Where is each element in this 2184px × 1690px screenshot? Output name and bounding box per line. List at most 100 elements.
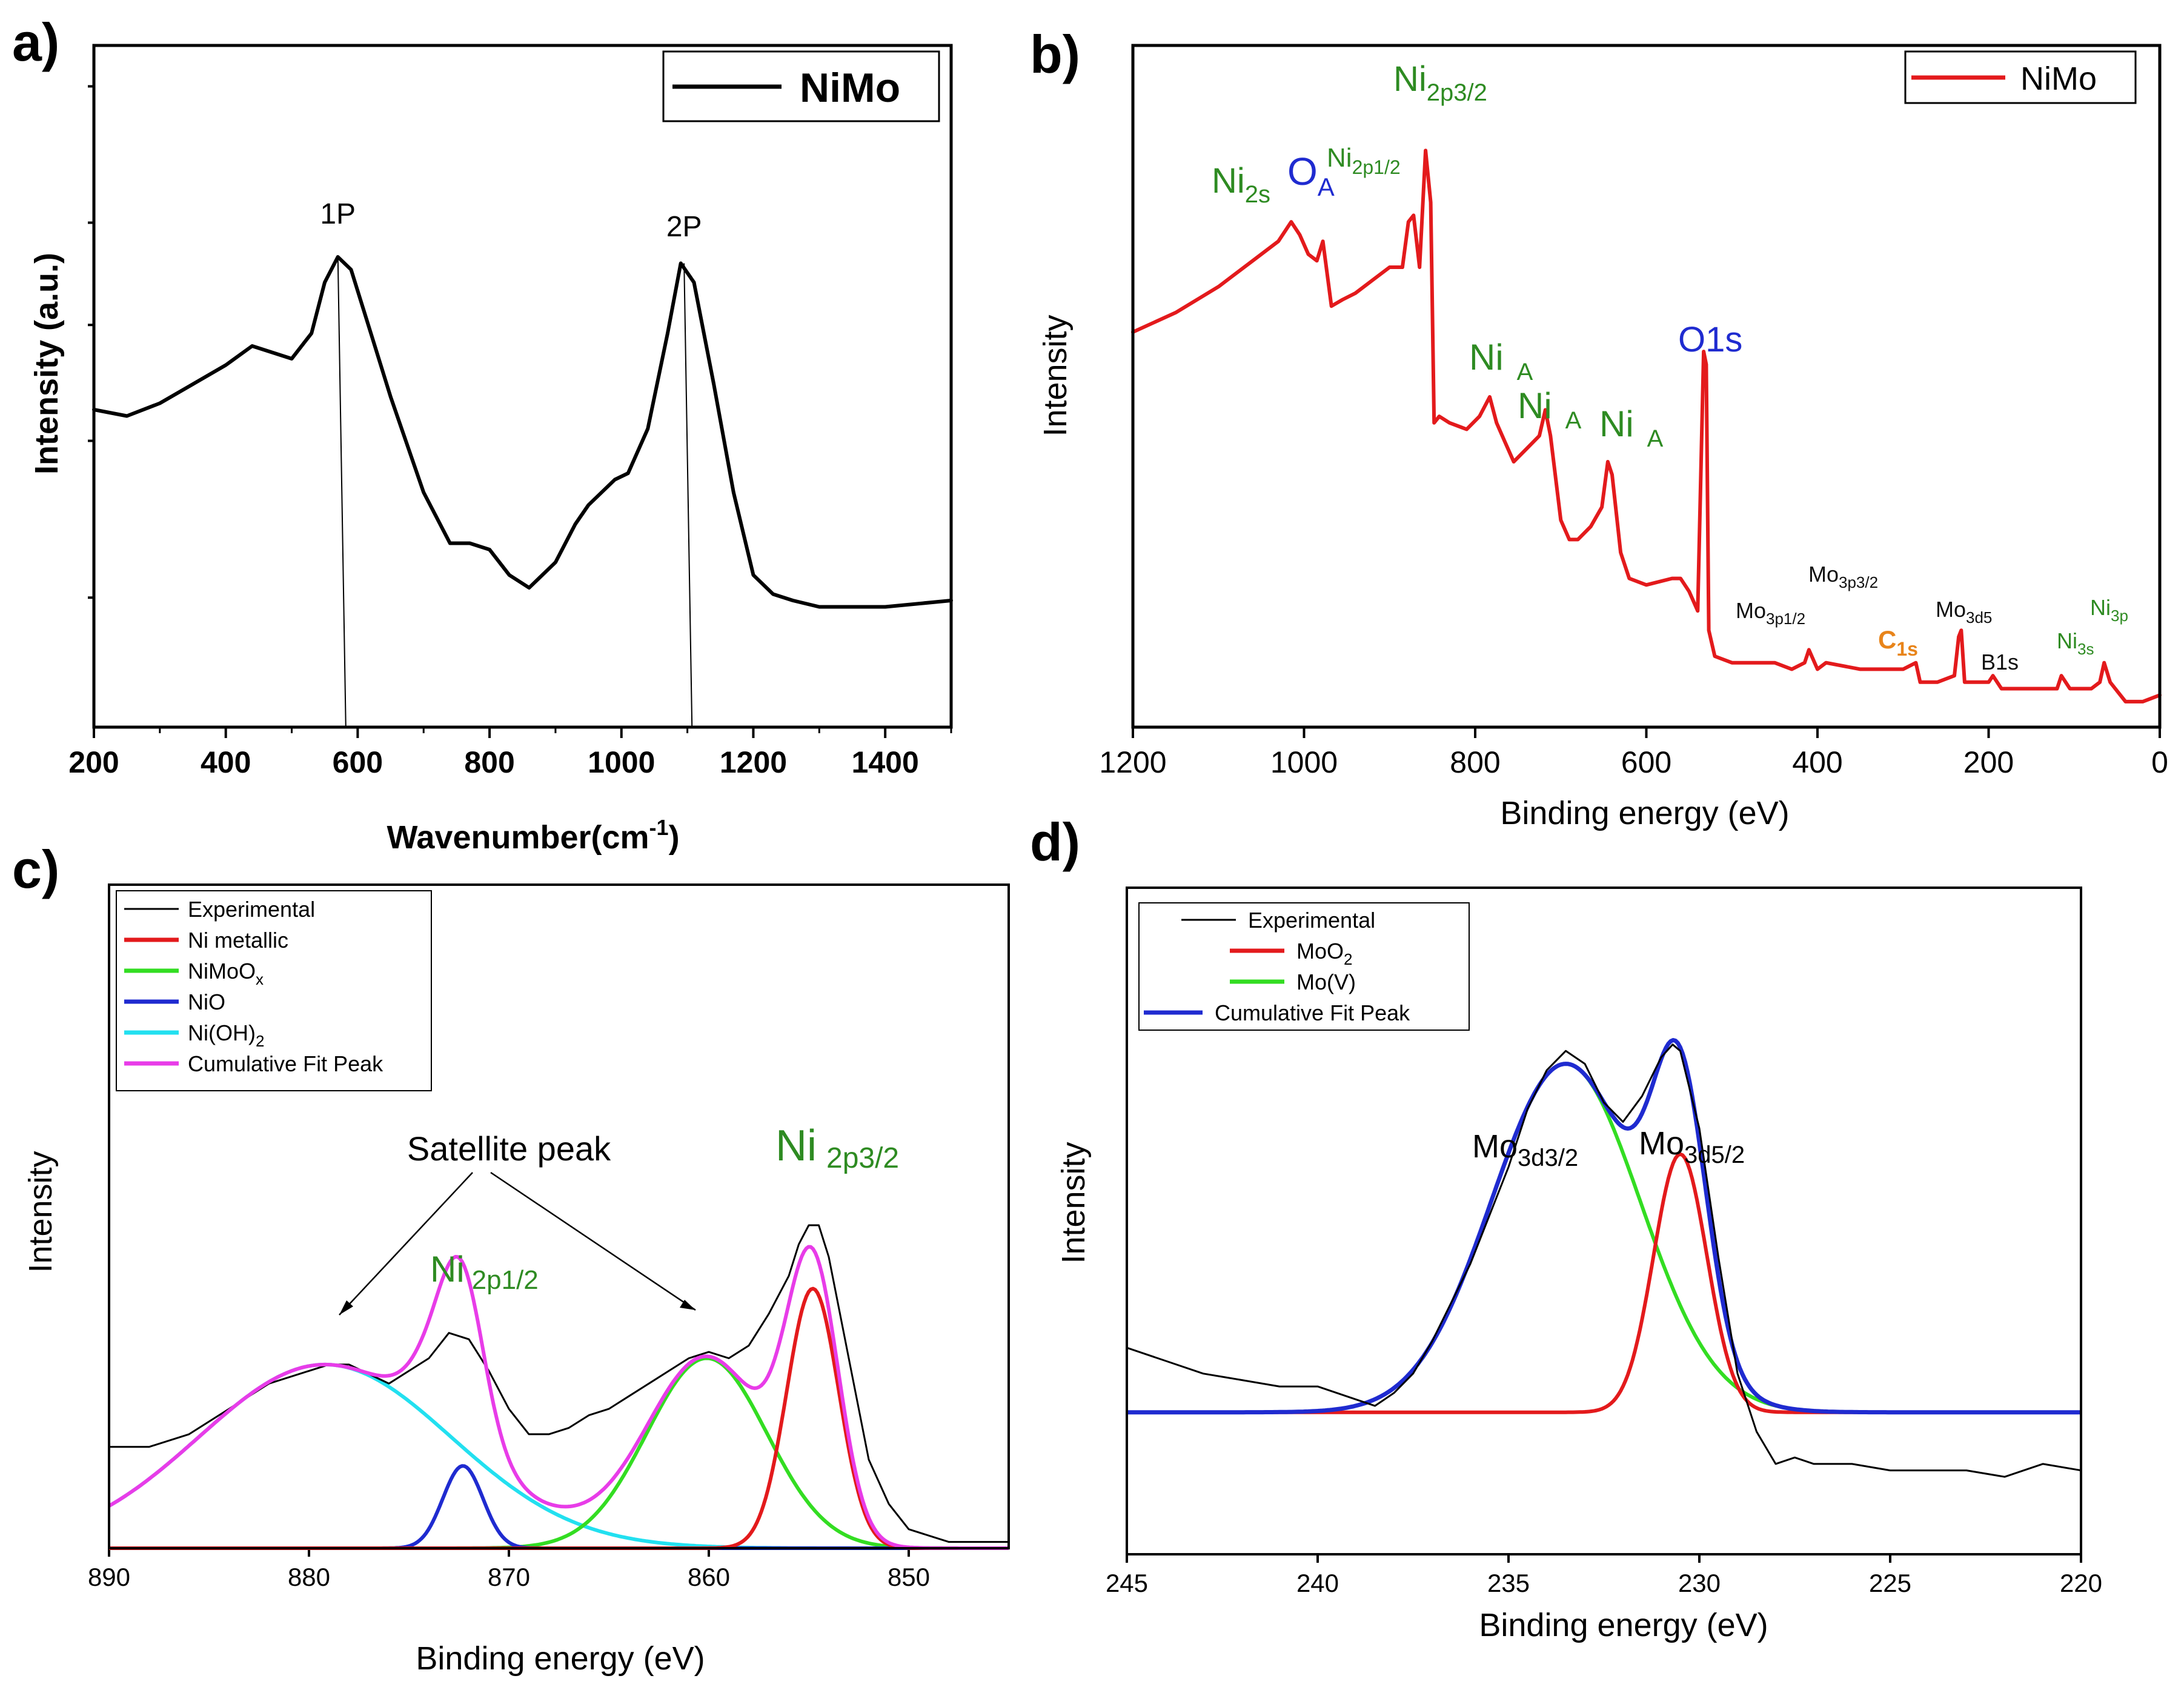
peak-label-b-5: Ni A	[1518, 385, 1582, 434]
peak-label-b-10: C1s	[1878, 625, 1918, 660]
x-tick-label-d-4: 225	[1869, 1569, 1911, 1597]
peak-label-b-4: Ni A	[1469, 337, 1533, 385]
legend-label-c-0: Experimental	[188, 897, 315, 922]
annotation-1p: 1P	[320, 198, 356, 230]
series-experimental-d	[1126, 1043, 2082, 1478]
satellite-arrow-right	[490, 1171, 696, 1311]
x-tick-label-c-3: 860	[688, 1563, 730, 1591]
x-ticks-a: 200 400 600 800 1000 1200 1400	[68, 85, 952, 779]
fit-component-nioh	[108, 1362, 1009, 1550]
series-line-nimo-b	[1131, 148, 2162, 704]
x-tick-label-b-1: 1000	[1270, 745, 1338, 779]
satellite-arrow-left	[339, 1172, 473, 1316]
satellite-arrowhead-right	[680, 1300, 695, 1310]
legend-label-d-2: Mo(V)	[1296, 970, 1356, 994]
x-tick-label-d-2: 235	[1487, 1569, 1530, 1597]
legend-label-c-2: NiMoOx	[188, 959, 264, 988]
legend-box-d	[1138, 902, 1470, 1031]
annotations-a: 1P 2P	[320, 198, 702, 728]
peak-label-b-3: Ni2p3/2	[1393, 59, 1487, 106]
satellite-peak-label: Satellite peak	[407, 1129, 611, 1168]
peak-label-b-1: OA	[1287, 150, 1335, 201]
x-tick-label-b-0: 1200	[1099, 745, 1166, 779]
satellite-arrowhead-left	[339, 1300, 353, 1315]
legend-label-c-5: Cumulative Fit Peak	[188, 1051, 383, 1076]
legend-label-c-1: Ni metallic	[188, 928, 288, 953]
legend-label-d-3: Cumulative Fit Peak	[1215, 1000, 1410, 1025]
y-axis-label-d: Intensity	[1055, 1142, 1092, 1263]
y-axis-label-b: Intensity	[1037, 314, 1074, 436]
x-tick-label-a-4: 1000	[588, 745, 655, 779]
annotation-2p: 2P	[666, 211, 702, 243]
ni-2p12-label-c: Ni 2p1/2	[430, 1249, 539, 1295]
series-b	[1131, 148, 2162, 704]
panel-b: b) Intensity Binding energy (eV) 1200 100…	[1030, 24, 2168, 831]
series-c	[108, 1224, 1010, 1550]
annotation-line-2p	[683, 263, 693, 728]
legend-label-c-3: NiO	[188, 990, 225, 1014]
legend-label-nimo-a: NiMo	[800, 65, 900, 111]
x-axis-label-d: Binding energy (eV)	[1479, 1607, 1768, 1643]
series-d	[1126, 1038, 2082, 1478]
x-tick-label-a-3: 800	[464, 745, 514, 779]
legend-label-c-4: Ni(OH)2	[188, 1020, 264, 1050]
plot-frame-d	[1126, 887, 2082, 1555]
x-ticks-b: 1200 1000 800 600 400 200 0	[1099, 727, 2168, 779]
legend-a: NiMo	[662, 50, 940, 122]
legend-label-d-1: MoO2	[1296, 939, 1352, 968]
legend-label-nimo-b: NiMo	[2020, 61, 2097, 97]
peak-label-b-14: Ni3p	[2090, 595, 2128, 625]
x-tick-label-c-4: 850	[888, 1563, 930, 1591]
peak-label-b-7: O1s	[1678, 320, 1742, 359]
peak-label-b-12: B1s	[1981, 650, 2019, 674]
x-tick-label-a-0: 200	[68, 745, 119, 779]
x-tick-label-b-4: 400	[1792, 745, 1842, 779]
annotations-d: Mo3d3/2 Mo3d5/2	[1472, 1125, 1745, 1171]
legend-label-d-0: Experimental	[1248, 908, 1375, 933]
annotation-line-1p	[337, 256, 347, 728]
series-cumulative-fit-c	[108, 1245, 1009, 1550]
peak-label-b-0: Ni2s	[1212, 161, 1270, 208]
x-tick-label-b-3: 600	[1621, 745, 1671, 779]
x-axis-label-a: Wavenumber(cm-1)	[387, 815, 679, 856]
x-tick-label-c-1: 880	[288, 1563, 330, 1591]
x-tick-label-a-1: 400	[201, 745, 251, 779]
series-experimental-c	[108, 1224, 1010, 1543]
x-tick-label-b-5: 200	[1963, 745, 2014, 779]
panel-label-c: c)	[12, 839, 59, 899]
panel-d: d) Intensity Binding energy (eV) 245 240 2…	[1030, 812, 2102, 1643]
peak-label-b-11: Mo3d5	[1936, 597, 1992, 627]
legend-b: NiMo	[1904, 50, 2137, 104]
x-axis-label-c: Binding energy (eV)	[416, 1640, 705, 1677]
x-tick-label-c-0: 890	[88, 1563, 130, 1591]
x-tick-label-b-2: 800	[1450, 745, 1500, 779]
x-tick-label-a-5: 1200	[720, 745, 787, 779]
mo-3d52-label: Mo3d5/2	[1639, 1125, 1745, 1168]
peak-label-b-2: Ni2p1/2	[1327, 143, 1401, 178]
x-ticks-d: 245 240 235 230 225 220	[1106, 1554, 2102, 1597]
y-axis-label-c: Intensity	[22, 1151, 59, 1272]
panel-label-d: d)	[1030, 812, 1080, 872]
x-tick-label-d-0: 245	[1106, 1569, 1148, 1597]
fit-component-mov	[1127, 1062, 2081, 1414]
ni-2p32-label-c: Ni 2p3/2	[775, 1122, 899, 1174]
x-tick-label-b-6: 0	[2151, 745, 2168, 779]
fit-component-moo	[1127, 1152, 2081, 1414]
series-a	[92, 255, 953, 609]
annotations-c: Satellite peak Ni 2p1/2 Ni 2p3/2	[339, 1122, 899, 1316]
x-tick-label-c-2: 870	[488, 1563, 530, 1591]
y-axis-label-a: Intensity (a.u.)	[28, 253, 65, 474]
peak-label-b-9: Mo3p3/2	[1808, 562, 1878, 591]
peak-label-b-6: Ni A	[1599, 404, 1664, 452]
legend-box-c	[116, 890, 432, 1091]
fit-component-nimetallic	[109, 1286, 1009, 1550]
panel-a: a) Intensity (a.u.) Wavenumber(cm-1) 200…	[12, 12, 953, 856]
panel-c: c) Intensity Binding energy (eV) 890 880 8…	[12, 839, 1010, 1677]
x-ticks-c: 890 880 870 860 850	[88, 1548, 930, 1591]
